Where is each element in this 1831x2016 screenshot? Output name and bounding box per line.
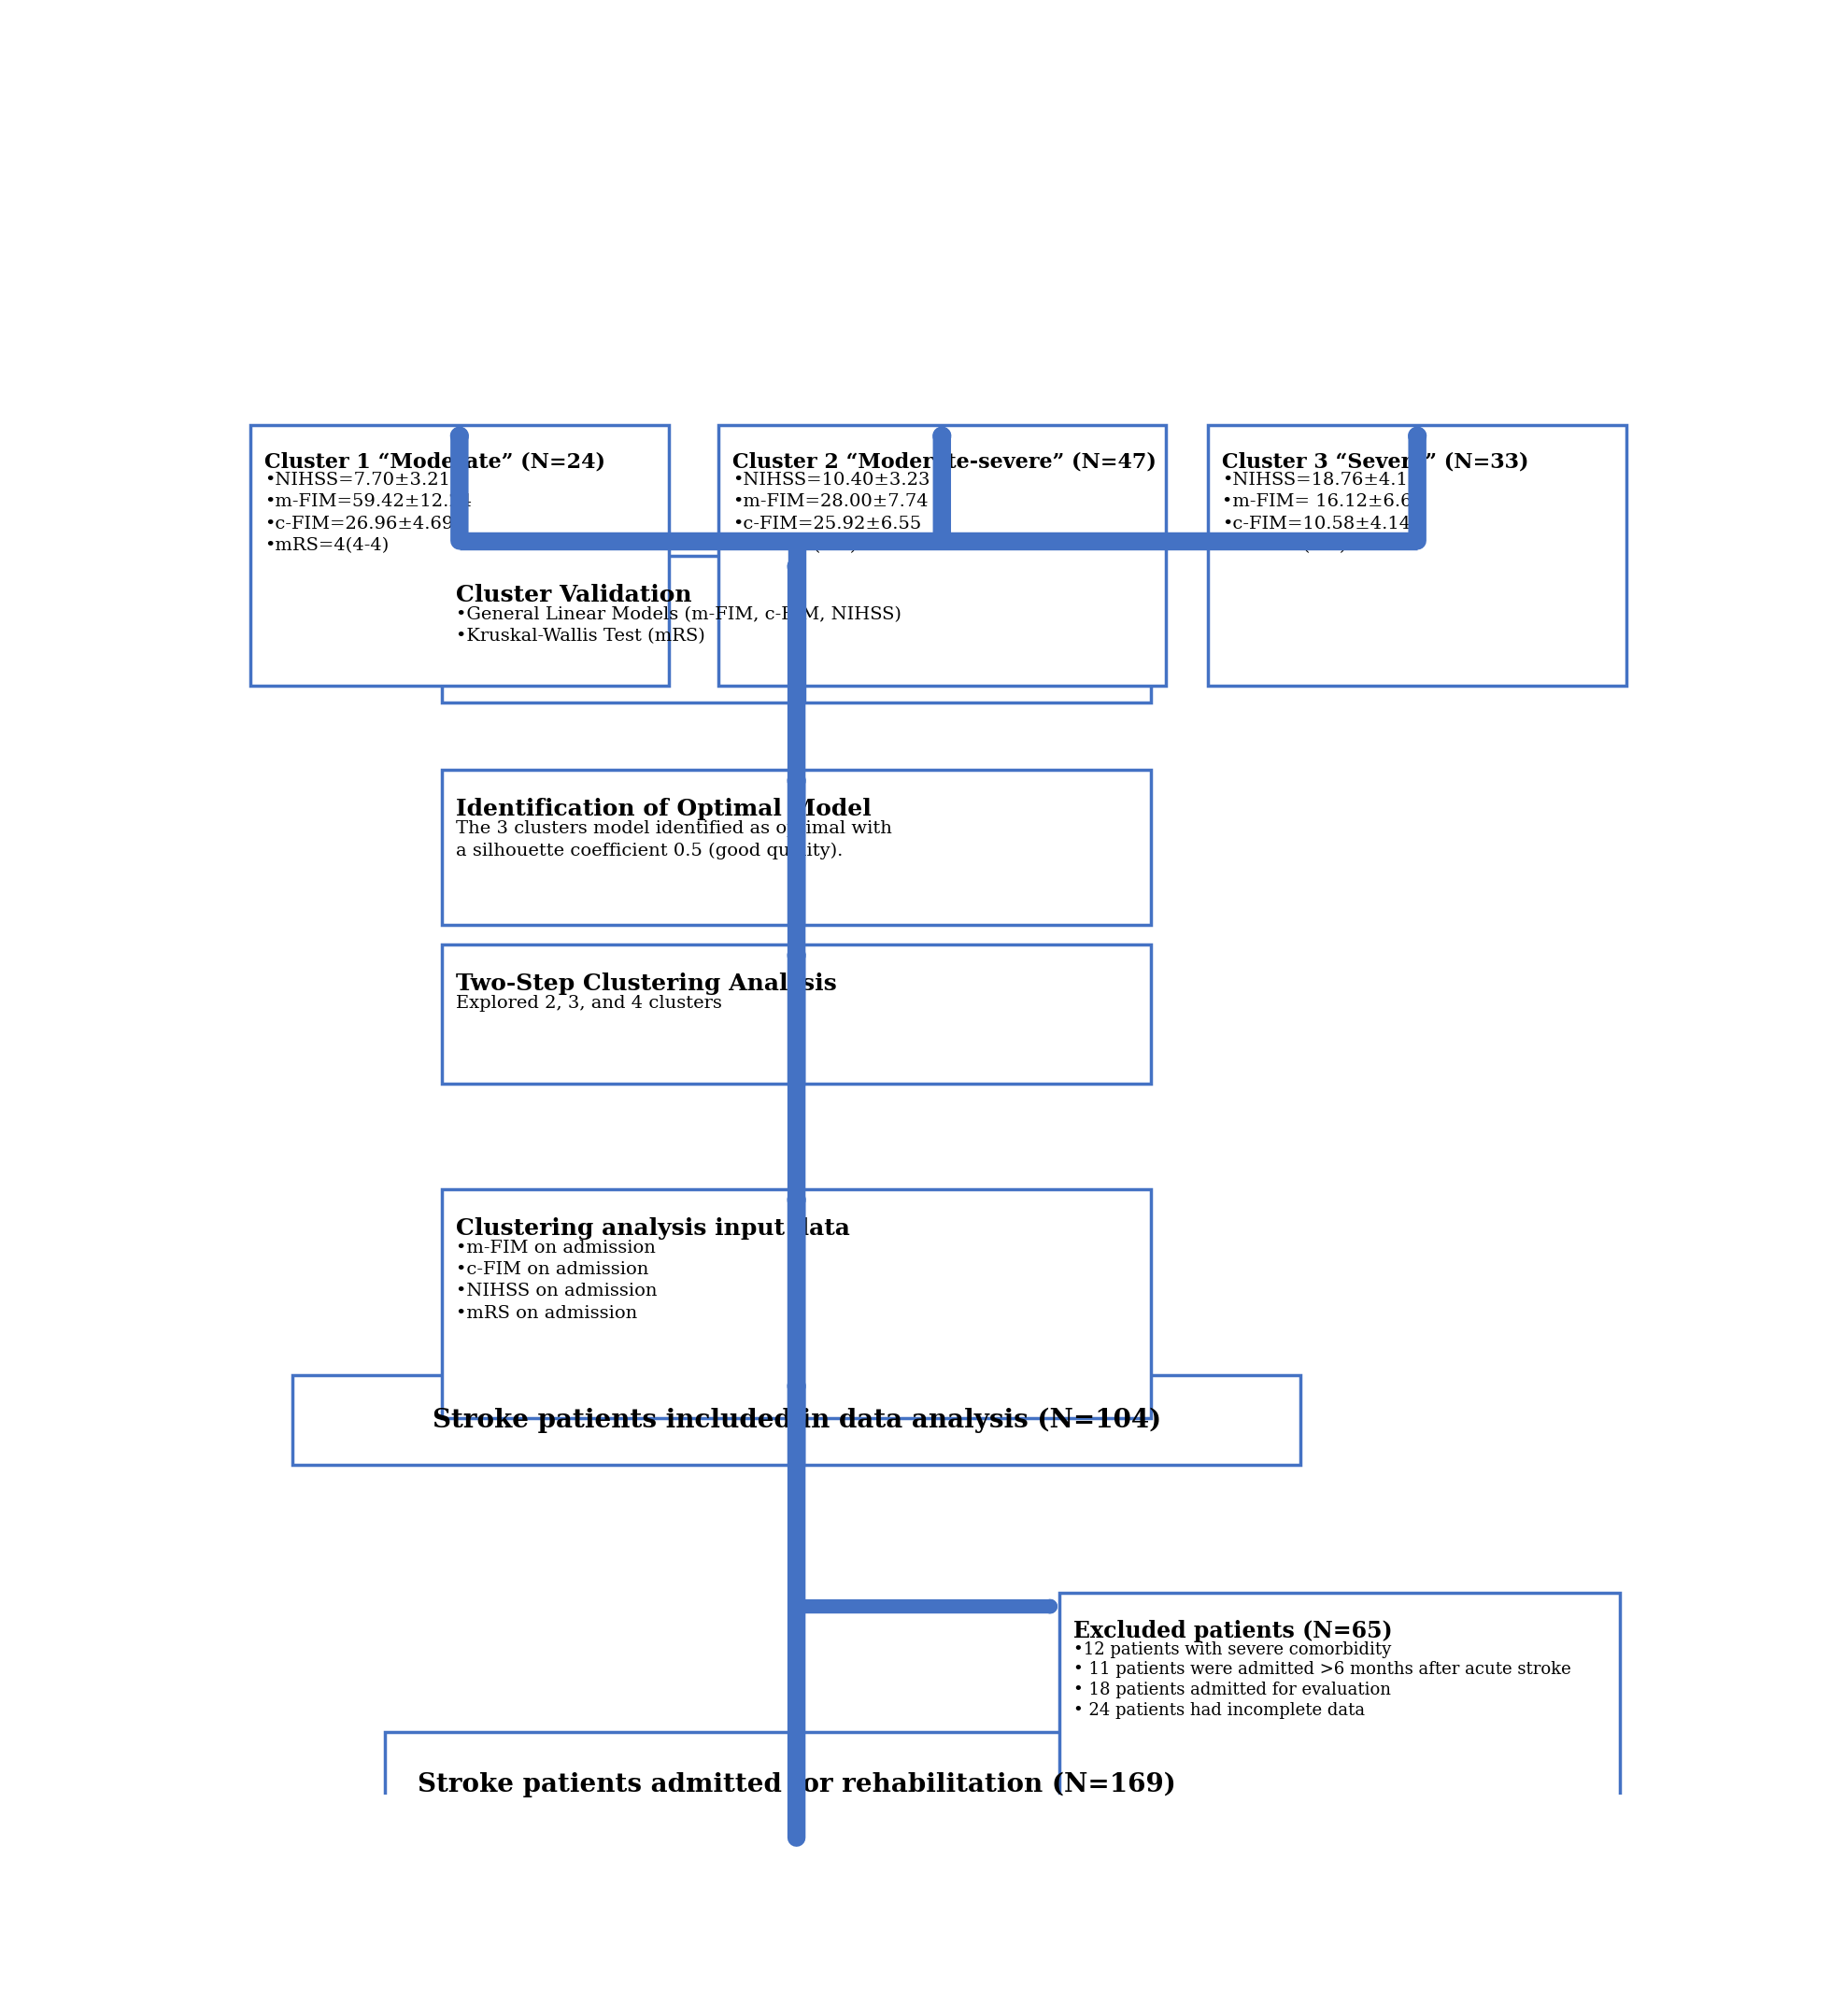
Text: •m-FIM=28.00±7.74: •m-FIM=28.00±7.74 xyxy=(732,494,928,510)
Text: •c-FIM=25.92±6.55: •c-FIM=25.92±6.55 xyxy=(732,516,921,532)
FancyBboxPatch shape xyxy=(385,1732,1208,1839)
Text: a silhouette coefficient 0.5 (good quality).: a silhouette coefficient 0.5 (good quali… xyxy=(456,843,842,859)
Text: •c-FIM=26.96±4.69: •c-FIM=26.96±4.69 xyxy=(264,516,454,532)
Text: Cluster 1 “Moderate” (N=24): Cluster 1 “Moderate” (N=24) xyxy=(264,452,606,472)
Text: •NIHSS=7.70±3.21: •NIHSS=7.70±3.21 xyxy=(264,472,450,488)
FancyBboxPatch shape xyxy=(1208,425,1626,685)
FancyBboxPatch shape xyxy=(441,943,1152,1085)
Text: Clustering analysis input data: Clustering analysis input data xyxy=(456,1218,850,1240)
Text: Cluster Validation: Cluster Validation xyxy=(456,583,692,607)
Text: •NIHSS on admission: •NIHSS on admission xyxy=(456,1282,657,1300)
Text: Explored 2, 3, and 4 clusters: Explored 2, 3, and 4 clusters xyxy=(456,996,721,1012)
FancyBboxPatch shape xyxy=(293,1375,1300,1466)
Text: •mRS=4(4-5): •mRS=4(4-5) xyxy=(732,536,857,554)
FancyBboxPatch shape xyxy=(718,425,1166,685)
FancyBboxPatch shape xyxy=(441,1189,1152,1419)
Text: Identification of Optimal Model: Identification of Optimal Model xyxy=(456,798,872,821)
Text: •m-FIM on admission: •m-FIM on admission xyxy=(456,1240,655,1256)
Text: •NIHSS=10.40±3.23: •NIHSS=10.40±3.23 xyxy=(732,472,930,488)
Text: •mRS=4(4-4): •mRS=4(4-4) xyxy=(264,536,388,554)
Text: •m-FIM=59.42±12.24: •m-FIM=59.42±12.24 xyxy=(264,494,472,510)
Text: Cluster 2 “Moderate-severe” (N=47): Cluster 2 “Moderate-severe” (N=47) xyxy=(732,452,1157,472)
Text: Stroke patients included in data analysis (N=104): Stroke patients included in data analysi… xyxy=(432,1407,1161,1433)
Text: • 24 patients had incomplete data: • 24 patients had incomplete data xyxy=(1073,1702,1364,1718)
Text: •General Linear Models (m-FIM, c-FIM, NIHSS): •General Linear Models (m-FIM, c-FIM, NI… xyxy=(456,607,901,623)
Text: •Kruskal-Wallis Test (mRS): •Kruskal-Wallis Test (mRS) xyxy=(456,627,705,645)
Text: Cluster 3 “Severe” (N=33): Cluster 3 “Severe” (N=33) xyxy=(1223,452,1529,472)
Text: •c-FIM=10.58±4.14: •c-FIM=10.58±4.14 xyxy=(1223,516,1412,532)
FancyBboxPatch shape xyxy=(441,770,1152,925)
Text: Excluded patients (N=65): Excluded patients (N=65) xyxy=(1073,1619,1392,1643)
Text: •m-FIM= 16.12±6.69: •m-FIM= 16.12±6.69 xyxy=(1223,494,1425,510)
Text: • 18 patients admitted for evaluation: • 18 patients admitted for evaluation xyxy=(1073,1681,1392,1697)
Text: •12 patients with severe comorbidity: •12 patients with severe comorbidity xyxy=(1073,1641,1392,1657)
Text: The 3 clusters model identified as optimal with: The 3 clusters model identified as optim… xyxy=(456,821,892,837)
FancyBboxPatch shape xyxy=(1058,1593,1619,1822)
Text: •NIHSS=18.76±4.19: •NIHSS=18.76±4.19 xyxy=(1223,472,1419,488)
Text: • 11 patients were admitted >6 months after acute stroke: • 11 patients were admitted >6 months af… xyxy=(1073,1661,1571,1677)
Text: •mRS on admission: •mRS on admission xyxy=(456,1304,637,1320)
Text: Stroke patients admitted for rehabilitation (N=169): Stroke patients admitted for rehabilitat… xyxy=(417,1772,1176,1798)
FancyBboxPatch shape xyxy=(251,425,668,685)
FancyBboxPatch shape xyxy=(441,556,1152,704)
Text: Two-Step Clustering Analysis: Two-Step Clustering Analysis xyxy=(456,972,837,994)
Text: •c-FIM on admission: •c-FIM on admission xyxy=(456,1262,648,1278)
Text: •mRS=5(5-5): •mRS=5(5-5) xyxy=(1223,536,1346,554)
